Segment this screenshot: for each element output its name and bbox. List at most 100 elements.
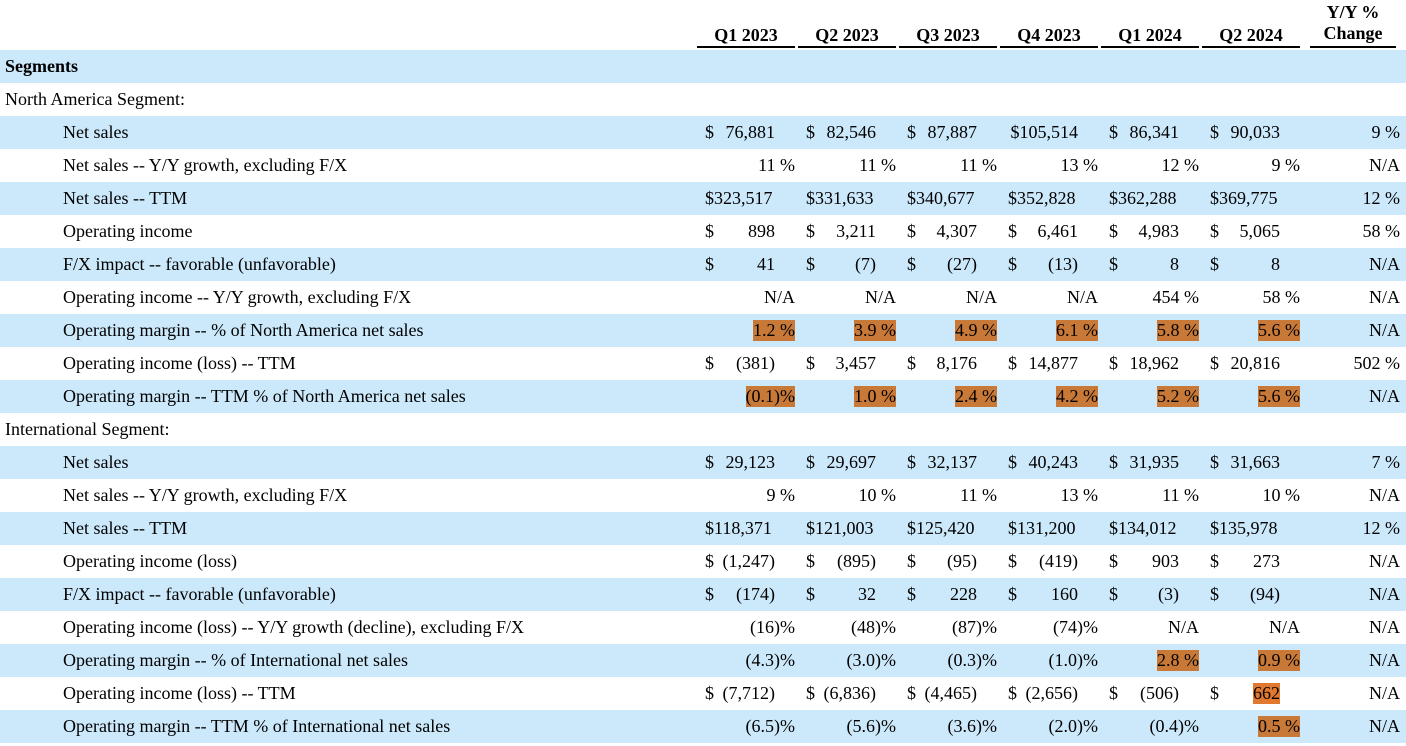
cell-value: 903: [1152, 551, 1179, 571]
row-label: Operating income (loss) -- TTM: [63, 683, 296, 703]
table-cell: $118,371: [697, 512, 795, 545]
cell-value: 662: [1253, 683, 1280, 704]
cell-value: 82,546: [826, 122, 877, 142]
table-cell: 13 %: [1000, 479, 1099, 512]
table-cell: $3,211: [798, 215, 896, 248]
table-cell: (0.1)%: [697, 380, 795, 413]
cell-value: 11 %: [960, 485, 997, 505]
cell-value: 58 %: [1262, 287, 1301, 307]
cell-value: $134,012: [1109, 518, 1177, 538]
cell-value: 4,307: [936, 221, 978, 241]
currency-symbol: $: [1109, 122, 1118, 142]
cell-value: 12 %: [1161, 155, 1200, 175]
cell-value: (0.1)%: [745, 386, 795, 407]
table-cell: $82,546: [798, 116, 896, 149]
table-row: Net sales $29,123 $29,697 $32,137 $40,243 $31…: [0, 446, 1406, 479]
cell-value: 32,137: [927, 452, 978, 472]
cell-value: N/A: [1067, 287, 1098, 307]
row-label: Net sales: [63, 122, 129, 142]
currency-symbol: $: [1008, 353, 1017, 373]
row-label: Operating margin -- TTM % of Internation…: [63, 716, 451, 736]
currency-symbol: $: [907, 551, 916, 571]
table-cell: $6,461: [1000, 215, 1098, 248]
row-label: Net sales: [63, 452, 129, 472]
cell-value: (6.5)%: [745, 716, 795, 736]
table-cell: $131,200: [1000, 512, 1098, 545]
table-cell: (1.0)%: [1000, 644, 1098, 677]
table-cell: $ (1,247): [697, 545, 795, 578]
table-cell: $369,775: [1202, 182, 1300, 215]
cell-value: $118,371: [705, 518, 772, 538]
currency-symbol: $: [806, 353, 815, 373]
table-cell: $ (4,465): [899, 677, 997, 710]
cell-value: $362,288: [1109, 188, 1177, 208]
table-cell: $8: [1202, 248, 1300, 281]
table-cell: $ (419): [1000, 545, 1098, 578]
currency-symbol: $: [907, 584, 916, 604]
table-cell: $ (95): [899, 545, 997, 578]
table-cell: (5.6)%: [798, 710, 896, 743]
cell-value: $105,514: [1010, 122, 1079, 142]
table-cell: $20,816: [1202, 347, 1300, 380]
currency-symbol: $: [907, 122, 916, 142]
table-cell: $ (7,712): [697, 677, 795, 710]
row-label: Operating income (loss) -- Y/Y growth (d…: [63, 617, 525, 637]
cell-value: 11 %: [960, 155, 997, 175]
currency-symbol: $: [907, 683, 916, 703]
cell-value: 1.0 %: [854, 386, 896, 407]
yy-change-value: 502 %: [1353, 353, 1401, 373]
cell-value: 6,461: [1037, 221, 1079, 241]
table-cell: 2.4 %: [899, 380, 997, 413]
cell-value: 90,033: [1230, 122, 1281, 142]
currency-symbol: $: [1210, 122, 1219, 142]
table-cell: 0.9 %: [1202, 644, 1300, 677]
table-row: Net sales $76,881 $82,546 $87,887 $105,514 $8…: [0, 116, 1406, 149]
table-cell: $ (3): [1101, 578, 1199, 611]
row-label: Operating income: [63, 221, 193, 241]
yy-header-line2: Change: [1323, 23, 1383, 43]
table-cell: (48)%: [798, 611, 896, 644]
cell-value: 41: [757, 254, 775, 274]
row-label: Net sales -- TTM: [63, 518, 188, 538]
group-header-row: North America Segment:: [0, 83, 1406, 116]
table-cell: 5.6 %: [1202, 380, 1300, 413]
cell-value: N/A: [1269, 617, 1300, 637]
cell-value: (3.6)%: [947, 716, 997, 736]
table-cell: $29,123: [697, 446, 795, 479]
cell-value: 32: [858, 584, 876, 604]
row-label: Net sales -- TTM: [63, 188, 188, 208]
table-cell: (2.0)%: [1000, 710, 1098, 743]
yy-change-value: N/A: [1369, 617, 1400, 637]
table-row: Operating margin -- % of North America n…: [0, 314, 1406, 347]
cell-value: (7,712): [722, 683, 776, 703]
table-cell: $ (381): [697, 347, 795, 380]
table-cell: $31,935: [1101, 446, 1199, 479]
table-cell: $90,033: [1202, 116, 1300, 149]
table-row: F/X impact -- favorable (unfavorable) $ (1…: [0, 578, 1406, 611]
yy-change-value: N/A: [1369, 650, 1400, 670]
cell-value: $369,775: [1210, 188, 1278, 208]
currency-symbol: $: [705, 584, 714, 604]
cell-value: N/A: [764, 287, 795, 307]
table-cell: 9 %: [1202, 149, 1301, 182]
cell-value: 898: [748, 221, 775, 241]
yy-header-line1: Y/Y %: [1326, 2, 1380, 22]
table-cell: N/A: [697, 281, 795, 314]
table-cell: 4.9 %: [899, 314, 997, 347]
currency-symbol: $: [1109, 683, 1118, 703]
section-header-row: Segments: [0, 50, 1406, 83]
cell-value: $135,978: [1210, 518, 1278, 538]
column-header-q1-2023: Q1 2023: [697, 24, 795, 48]
row-label: Net sales -- Y/Y growth, excluding F/X: [63, 485, 348, 505]
cell-value: 9 %: [766, 485, 796, 505]
table-row: F/X impact -- favorable (unfavorable) $41…: [0, 248, 1406, 281]
cell-value: 18,962: [1129, 353, 1180, 373]
table-cell: $32: [798, 578, 896, 611]
yy-change-value: 12 %: [1362, 518, 1401, 538]
cell-value: (74)%: [1053, 617, 1098, 637]
currency-symbol: $: [907, 254, 916, 274]
cell-value: 4,983: [1138, 221, 1180, 241]
table-cell: 6.1 %: [1000, 314, 1098, 347]
table-cell: 11 %: [899, 149, 997, 182]
currency-symbol: $: [1008, 254, 1017, 274]
